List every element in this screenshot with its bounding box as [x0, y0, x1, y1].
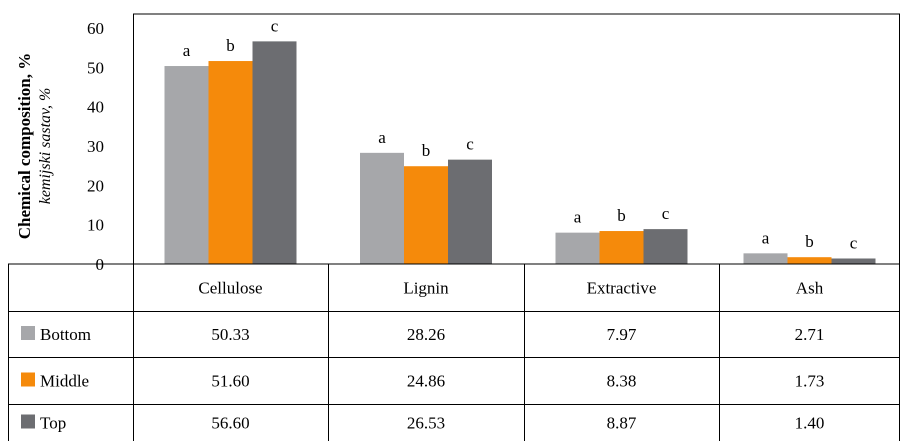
bar-middle-extractive	[600, 231, 644, 264]
table-cell: 2.71	[795, 325, 825, 344]
bar-bottom-cellulose	[165, 66, 209, 264]
bar-top-cellulose	[253, 41, 297, 264]
y-tick-label: 50	[87, 58, 104, 77]
y-tick-label: 30	[87, 137, 104, 156]
bar-top-ash	[832, 258, 876, 264]
legend-label-top: Top	[40, 414, 66, 433]
table-cell: 56.60	[211, 414, 249, 433]
table-cell: 8.38	[607, 372, 637, 391]
legend-label-middle: Middle	[40, 372, 89, 391]
category-label-ash: Ash	[796, 279, 824, 298]
y-axis-title-main: Chemical composition, %	[15, 53, 34, 240]
y-tick-label: 10	[87, 216, 104, 235]
significance-letter: c	[662, 204, 670, 223]
significance-letter: b	[617, 206, 626, 225]
table-cell: 1.40	[795, 414, 825, 433]
table-cell: 51.60	[211, 372, 249, 391]
significance-letter: b	[805, 232, 814, 251]
table-cell: 7.97	[607, 325, 637, 344]
significance-letter: a	[762, 228, 770, 247]
bar-middle-ash	[788, 257, 832, 264]
table-cell: 50.33	[211, 325, 249, 344]
significance-letter: c	[466, 135, 474, 154]
bar-bottom-lignin	[360, 153, 404, 264]
table-cell: 8.87	[607, 414, 637, 433]
data-table: Cellulose Lignin Extractive Ash Bottom 50.33 2…	[21, 279, 824, 433]
significance-letter: a	[183, 41, 191, 60]
significance-letter: c	[850, 233, 858, 252]
bar-middle-lignin	[404, 166, 448, 264]
table-cell: 28.26	[407, 325, 445, 344]
legend-swatch-top	[21, 415, 35, 429]
table-cell: 1.73	[795, 372, 825, 391]
y-tick-label: 40	[87, 98, 104, 117]
y-axis-title-secondary: kemijski sastav, %	[37, 88, 54, 205]
table-cell: 24.86	[407, 372, 445, 391]
significance-letter: a	[378, 128, 386, 147]
y-tick-label: 60	[87, 19, 104, 38]
category-label-extractive: Extractive	[587, 279, 657, 298]
y-tick-label: 20	[87, 176, 104, 195]
category-label-cellulose: Cellulose	[198, 279, 262, 298]
table-cell: 26.53	[407, 414, 445, 433]
bar-top-extractive	[644, 229, 688, 264]
y-axis-title: Chemical composition, % kemijski sastav,…	[15, 53, 54, 240]
bar-middle-cellulose	[209, 61, 253, 264]
legend-swatch-middle	[21, 373, 35, 387]
significance-letter: c	[271, 16, 279, 35]
legend-swatch-bottom	[21, 326, 35, 340]
bar-top-lignin	[448, 160, 492, 264]
bar-bottom-ash	[744, 253, 788, 264]
bar-bottom-extractive	[556, 233, 600, 264]
legend-label-bottom: Bottom	[40, 325, 91, 344]
significance-letter: b	[422, 141, 431, 160]
significance-letter: a	[574, 208, 582, 227]
category-label-lignin: Lignin	[403, 279, 449, 298]
significance-letter: b	[226, 36, 235, 55]
